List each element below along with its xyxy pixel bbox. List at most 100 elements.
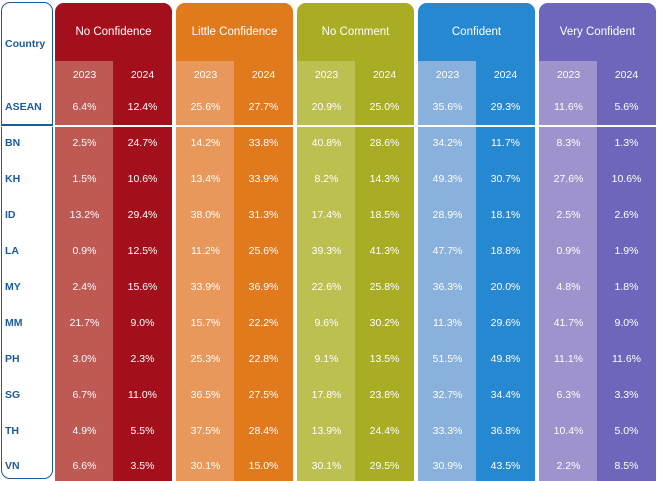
country-label: SG [5, 389, 21, 401]
column-group: No Confidence 2023 2024 6.4% 12.4% 2.5% 24.7% 1… [55, 3, 172, 481]
data-cell: 33.9% [248, 173, 279, 185]
data-cell: 2.6% [614, 209, 639, 221]
data-cell: 30.1% [311, 460, 342, 472]
year-column-2024 [597, 3, 656, 481]
data-cell: 49.8% [490, 353, 521, 365]
data-cell: 17.4% [311, 209, 342, 221]
data-cell: 37.5% [190, 425, 221, 437]
data-cell: 18.1% [490, 209, 521, 221]
data-cell: 24.7% [127, 137, 158, 149]
data-cell: 8.5% [614, 460, 639, 472]
data-cell: 18.5% [369, 209, 400, 221]
asean-separator-left [1, 124, 53, 126]
year-label: 2023 [193, 69, 218, 81]
data-cell: 17.8% [311, 389, 342, 401]
data-cell: 15.6% [127, 281, 158, 293]
data-cell: 4.9% [72, 425, 97, 437]
data-cell: 5.0% [614, 425, 639, 437]
year-column-2023 [55, 3, 114, 481]
data-cell: 22.6% [311, 281, 342, 293]
data-cell: 3.5% [130, 460, 155, 472]
data-cell: 28.6% [369, 137, 400, 149]
data-cell: 51.5% [432, 353, 463, 365]
data-cell: 27.7% [248, 101, 279, 113]
data-cell: 6.7% [72, 389, 97, 401]
data-cell: 4.8% [556, 281, 581, 293]
data-cell: 2.4% [72, 281, 97, 293]
data-cell: 41.7% [553, 317, 584, 329]
data-cell: 30.2% [369, 317, 400, 329]
data-cell: 5.5% [130, 425, 155, 437]
year-label: 2024 [251, 69, 276, 81]
data-cell: 25.0% [369, 101, 400, 113]
data-cell: 8.3% [556, 137, 581, 149]
data-cell: 24.4% [369, 425, 400, 437]
year-label: 2024 [614, 69, 639, 81]
data-cell: 11.7% [491, 137, 520, 149]
data-cell: 11.0% [128, 389, 157, 401]
data-cell: 5.6% [614, 101, 639, 113]
country-label: TH [5, 425, 19, 437]
group-header: No Comment [297, 3, 414, 61]
data-cell: 22.2% [248, 317, 279, 329]
asean-separator [0, 125, 662, 127]
country-label: KH [5, 173, 21, 185]
year-label: 2023 [72, 69, 97, 81]
data-cell: 13.4% [190, 173, 221, 185]
year-column-2023 [539, 3, 598, 481]
data-cell: 30.7% [490, 173, 521, 185]
data-cell: 11.1% [554, 353, 583, 365]
column-group: Very Confident 2023 2024 11.6% 5.6% 8.3% 1.3% 2… [539, 3, 656, 481]
data-cell: 9.1% [314, 353, 339, 365]
column-group: Little Confidence 2023 2024 25.6% 27.7% 14.2%… [176, 3, 293, 481]
data-cell: 28.9% [432, 209, 463, 221]
data-cell: 11.3% [433, 317, 462, 329]
data-cell: 0.9% [556, 245, 581, 257]
group-header: Very Confident [539, 3, 656, 61]
country-label: PH [5, 353, 20, 365]
country-label: MM [5, 317, 23, 329]
data-cell: 1.5% [72, 173, 97, 185]
year-column-2023 [297, 3, 356, 481]
year-column-2024 [113, 3, 172, 481]
country-label: BN [5, 137, 21, 149]
data-cell: 1.3% [614, 137, 639, 149]
data-cell: 43.5% [490, 460, 521, 472]
data-cell: 14.3% [369, 173, 400, 185]
data-cell: 13.9% [311, 425, 342, 437]
data-cell: 13.5% [369, 353, 400, 365]
year-column-2023 [418, 3, 477, 481]
data-cell: 25.6% [190, 101, 221, 113]
year-label: 2023 [556, 69, 581, 81]
data-cell: 12.4% [127, 101, 158, 113]
data-cell: 2.2% [556, 460, 581, 472]
data-cell: 20.0% [490, 281, 521, 293]
data-cell: 28.4% [248, 425, 279, 437]
data-cell: 22.8% [248, 353, 279, 365]
country-label: VN [5, 460, 20, 472]
country-label: MY [5, 281, 21, 293]
country-label: ASEAN [5, 101, 42, 113]
data-cell: 36.5% [190, 389, 221, 401]
country-label: LA [5, 245, 19, 257]
year-label: 2024 [130, 69, 155, 81]
data-cell: 2.5% [72, 137, 97, 149]
data-cell: 18.8% [490, 245, 521, 257]
data-cell: 47.7% [432, 245, 463, 257]
country-label: ID [5, 209, 16, 221]
data-cell: 3.3% [614, 389, 639, 401]
data-cell: 23.8% [369, 389, 400, 401]
data-cell: 6.3% [556, 389, 581, 401]
data-cell: 36.8% [490, 425, 521, 437]
data-cell: 9.6% [314, 317, 339, 329]
data-cell: 13.2% [69, 209, 100, 221]
data-cell: 8.2% [314, 173, 339, 185]
column-group: No Comment 2023 2024 20.9% 25.0% 40.8% 28.6% 8.… [297, 3, 414, 481]
data-cell: 33.8% [248, 137, 279, 149]
data-cell: 14.2% [190, 137, 221, 149]
group-header: No Confidence [55, 3, 172, 61]
data-cell: 1.9% [614, 245, 639, 257]
data-cell: 30.9% [432, 460, 463, 472]
data-cell: 10.4% [553, 425, 584, 437]
